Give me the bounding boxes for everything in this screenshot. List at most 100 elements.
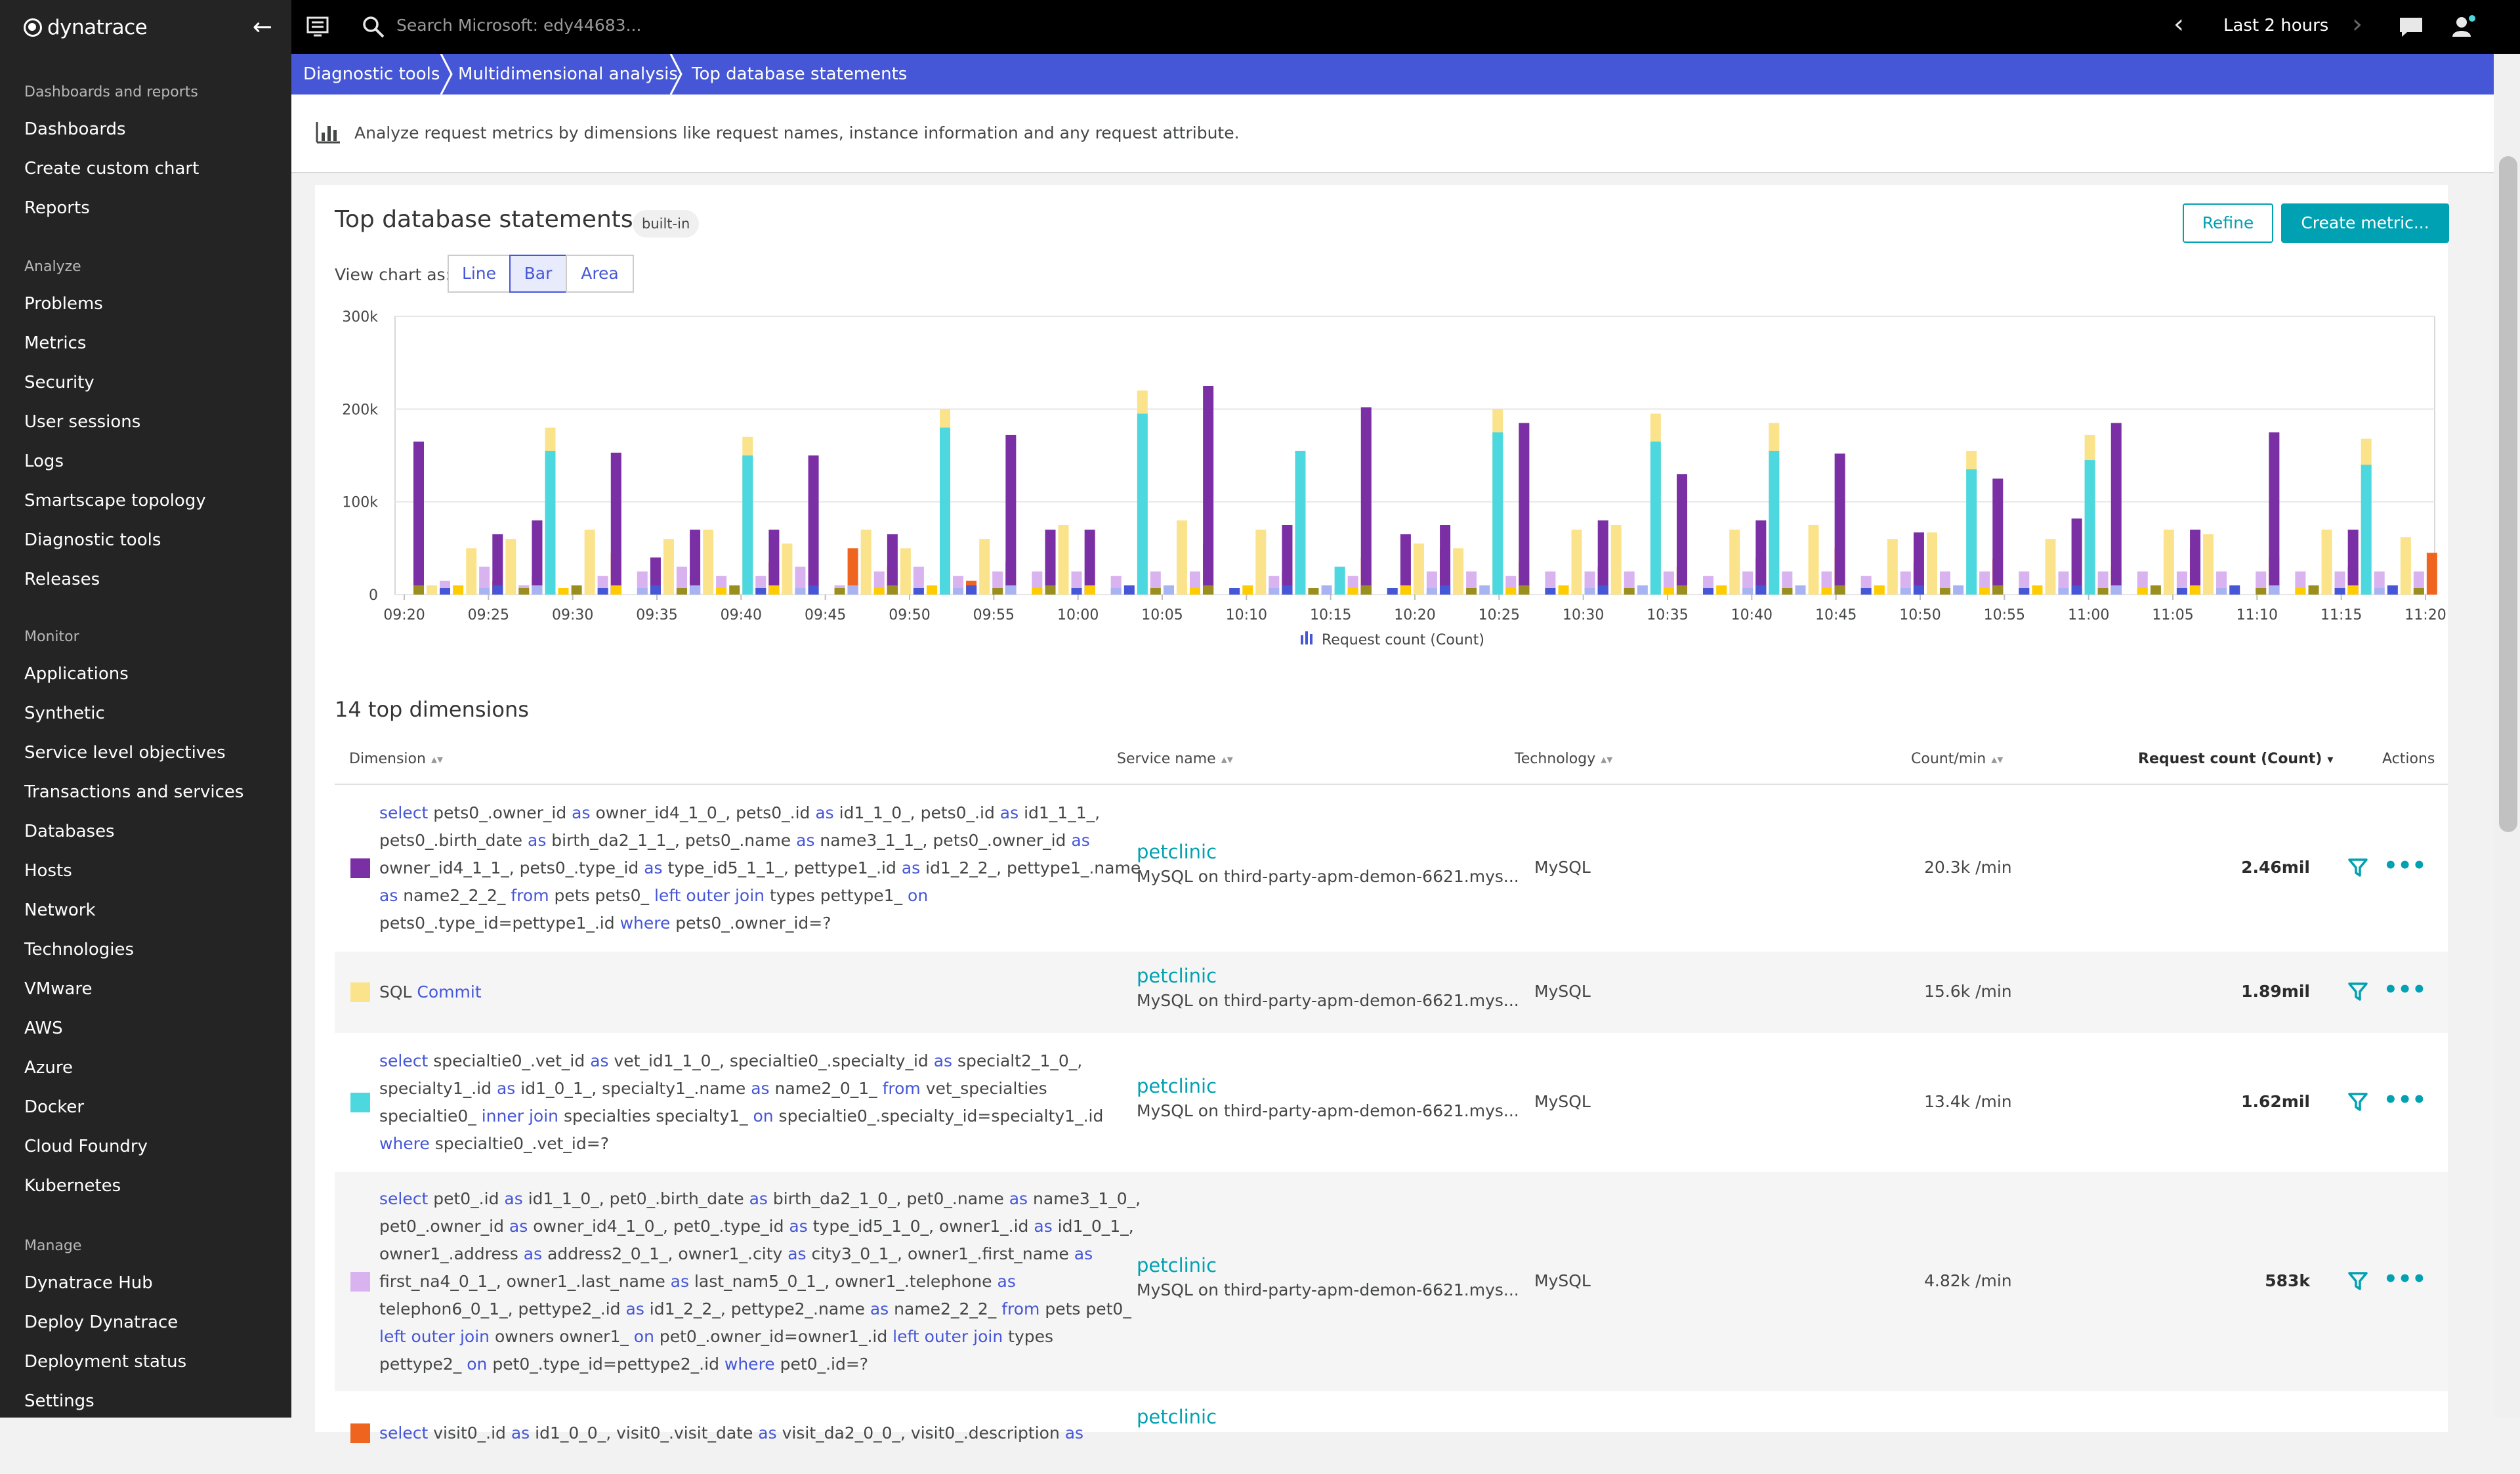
bar[interactable] <box>2321 530 2332 595</box>
bar[interactable] <box>992 588 1003 595</box>
bar[interactable] <box>1163 585 1174 595</box>
bar[interactable] <box>887 534 898 595</box>
create-metric-button[interactable]: Create metric... <box>2281 203 2449 243</box>
service-link[interactable]: petclinic <box>1137 1075 1217 1097</box>
dimension-text-line[interactable]: specialty1_.id as id1_0_1_, specialty1_.… <box>379 1075 1047 1103</box>
nav-item-dynatrace-hub[interactable]: Dynatrace Hub <box>24 1273 153 1293</box>
table-row[interactable]: SQL Commit petclinic MySQL on third-party-… <box>335 952 2448 1033</box>
bar[interactable] <box>1624 588 1635 595</box>
bar[interactable] <box>1005 585 1017 595</box>
bar[interactable] <box>2190 530 2201 595</box>
timeframe-prev-icon[interactable]: ‹ <box>2174 9 2184 39</box>
bar[interactable] <box>610 585 621 595</box>
bar[interactable] <box>703 530 714 595</box>
bar[interactable] <box>860 530 872 595</box>
view-bar-toggle[interactable]: Bar <box>509 255 567 293</box>
bar[interactable] <box>690 585 701 595</box>
bar[interactable] <box>453 585 464 595</box>
user-icon[interactable] <box>2450 13 2477 39</box>
bar[interactable] <box>597 588 608 595</box>
bar[interactable] <box>1650 441 1661 595</box>
nav-item-azure[interactable]: Azure <box>24 1058 74 1078</box>
nav-item-user-sessions[interactable]: User sessions <box>24 412 141 432</box>
bar[interactable] <box>571 585 582 595</box>
bar[interactable] <box>2269 585 2280 595</box>
bar[interactable] <box>650 585 661 595</box>
bar[interactable] <box>492 585 503 595</box>
bar[interactable] <box>873 588 885 595</box>
bar[interactable] <box>1387 588 1398 595</box>
bar[interactable] <box>1795 585 1806 595</box>
dimension-text-line[interactable]: left outer join owners owner1_ on pet0_.… <box>379 1323 1053 1351</box>
nav-item-service-level-objectives[interactable]: Service level objectives <box>24 743 226 763</box>
bar[interactable] <box>1939 588 1950 595</box>
notebook-icon[interactable] <box>306 16 329 38</box>
view-line-toggle[interactable]: Line <box>448 255 511 293</box>
bar[interactable] <box>1769 450 1780 595</box>
refine-button[interactable]: Refine <box>2183 203 2273 243</box>
bar[interactable] <box>953 588 964 595</box>
bar[interactable] <box>768 530 780 595</box>
nav-item-synthetic[interactable]: Synthetic <box>24 704 105 723</box>
nav-item-diagnostic-tools[interactable]: Diagnostic tools <box>24 530 161 550</box>
bar[interactable] <box>1597 585 1608 595</box>
bar[interactable] <box>729 585 740 595</box>
bar[interactable] <box>1677 474 1688 595</box>
bar[interactable] <box>2347 530 2359 595</box>
bar[interactable] <box>1347 588 1358 595</box>
bar[interactable] <box>1913 532 1924 595</box>
bar[interactable] <box>755 588 766 595</box>
bar[interactable] <box>2097 588 2109 595</box>
nav-item-databases[interactable]: Databases <box>24 822 115 841</box>
nav-item-metrics[interactable]: Metrics <box>24 333 87 353</box>
bar[interactable] <box>1203 386 1214 595</box>
bar[interactable] <box>2190 585 2201 595</box>
count-per-min-header[interactable]: Count/min ▴▾ <box>1911 751 2003 767</box>
dynatrace-logo[interactable]: dynatrace <box>24 14 148 41</box>
service-header[interactable]: Service name ▴▾ <box>1117 751 1233 767</box>
bar[interactable] <box>1400 585 1411 595</box>
bar[interactable] <box>1584 588 1595 595</box>
bar[interactable] <box>663 539 674 595</box>
bar[interactable] <box>1742 588 1754 595</box>
bar[interactable] <box>505 539 516 595</box>
bar[interactable] <box>1505 588 1517 595</box>
bar[interactable] <box>2032 585 2043 595</box>
filter-icon[interactable] <box>2347 1091 2369 1113</box>
bar[interactable] <box>1900 588 1911 595</box>
nav-item-deployment-status[interactable]: Deployment status <box>24 1352 187 1372</box>
bar[interactable] <box>2216 588 2227 595</box>
nav-item-network[interactable]: Network <box>24 900 96 920</box>
bar[interactable] <box>2110 585 2122 595</box>
bar[interactable] <box>1860 588 1872 595</box>
filter-icon[interactable] <box>2347 980 2369 1003</box>
bar[interactable] <box>1189 588 1200 595</box>
nav-item-dashboards[interactable]: Dashboards <box>24 119 126 139</box>
table-row[interactable]: select visit0_.id as id1_0_0_, visit0_.v… <box>335 1393 2448 1474</box>
dimension-text-line[interactable]: pets0_.type_id=pettype1_.id where pets0_… <box>379 910 831 937</box>
chat-icon[interactable] <box>2398 16 2424 38</box>
bar[interactable] <box>1426 588 1437 595</box>
bar[interactable] <box>2058 588 2069 595</box>
bar[interactable] <box>1821 588 1832 595</box>
bar[interactable] <box>1913 585 1924 595</box>
bar[interactable] <box>2347 585 2359 595</box>
bar[interactable] <box>532 585 543 595</box>
bar[interactable] <box>413 585 424 595</box>
bar[interactable] <box>2361 465 2372 595</box>
nav-item-logs[interactable]: Logs <box>24 452 64 471</box>
bar[interactable] <box>2269 432 2280 595</box>
bar[interactable] <box>2387 585 2398 595</box>
view-area-toggle[interactable]: Area <box>566 255 634 293</box>
bar[interactable] <box>1137 413 1148 595</box>
bar[interactable] <box>808 455 819 595</box>
bar[interactable] <box>742 455 753 595</box>
dimension-text-line[interactable]: select specialtie0_.vet_id as vet_id1_1_… <box>379 1047 1082 1075</box>
bar[interactable] <box>2308 585 2319 595</box>
bar[interactable] <box>637 588 648 595</box>
dimension-text-line[interactable]: select pets0_.owner_id as owner_id4_1_0_… <box>379 799 1100 827</box>
nav-item-create-custom-chart[interactable]: Create custom chart <box>24 159 200 179</box>
bar[interactable] <box>1360 407 1372 595</box>
bar[interactable] <box>1637 585 1648 595</box>
bar[interactable] <box>2084 460 2095 595</box>
